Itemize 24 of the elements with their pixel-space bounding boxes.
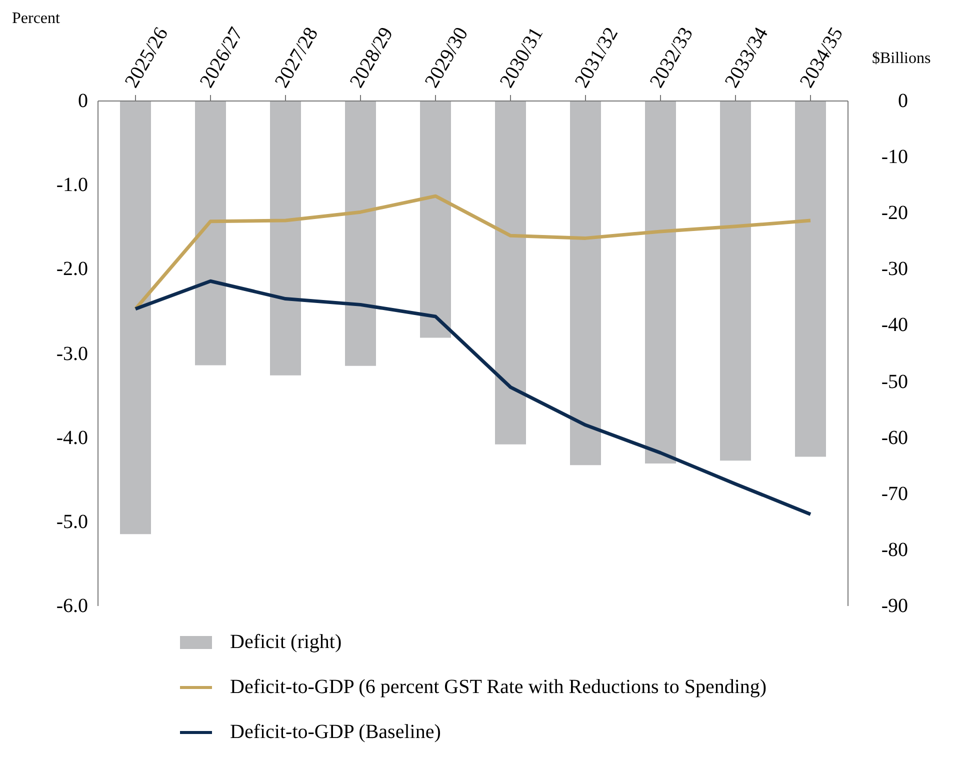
y2-tick-label: -20 — [881, 202, 908, 224]
y2-axis-title: $Billions — [872, 50, 931, 68]
y-tick-label: -3.0 — [56, 342, 88, 364]
legend-label: Deficit-to-GDP (Baseline) — [230, 721, 441, 744]
y2-tick-label: -30 — [881, 258, 908, 280]
y-tick-label: -4.0 — [56, 426, 88, 449]
line-series — [134, 279, 812, 516]
y2-tick-label: -80 — [881, 538, 908, 561]
legend-label: Deficit-to-GDP (6 percent GST Rate with Reductions to Spending) — [230, 676, 767, 699]
y2-tick-label: -70 — [881, 482, 908, 505]
y2-tick-label: -60 — [881, 426, 908, 449]
y-tick-label: 0 — [78, 90, 88, 112]
y-axis-title: Percent — [12, 10, 60, 28]
y-tick-label: -6.0 — [56, 595, 88, 617]
y-tick-label: -1.0 — [56, 174, 88, 196]
y2-tick-label: -50 — [881, 370, 908, 393]
legend-label: Deficit (right) — [230, 631, 342, 654]
y2-tick-label: 0 — [898, 90, 908, 112]
y-tick-label: -5.0 — [56, 510, 88, 533]
line-series — [134, 194, 812, 311]
y2-tick-label: -10 — [881, 146, 908, 168]
y-tick-label: -2.0 — [56, 258, 88, 280]
y2-tick-label: -90 — [881, 595, 908, 617]
y2-tick-label: -40 — [881, 314, 908, 336]
